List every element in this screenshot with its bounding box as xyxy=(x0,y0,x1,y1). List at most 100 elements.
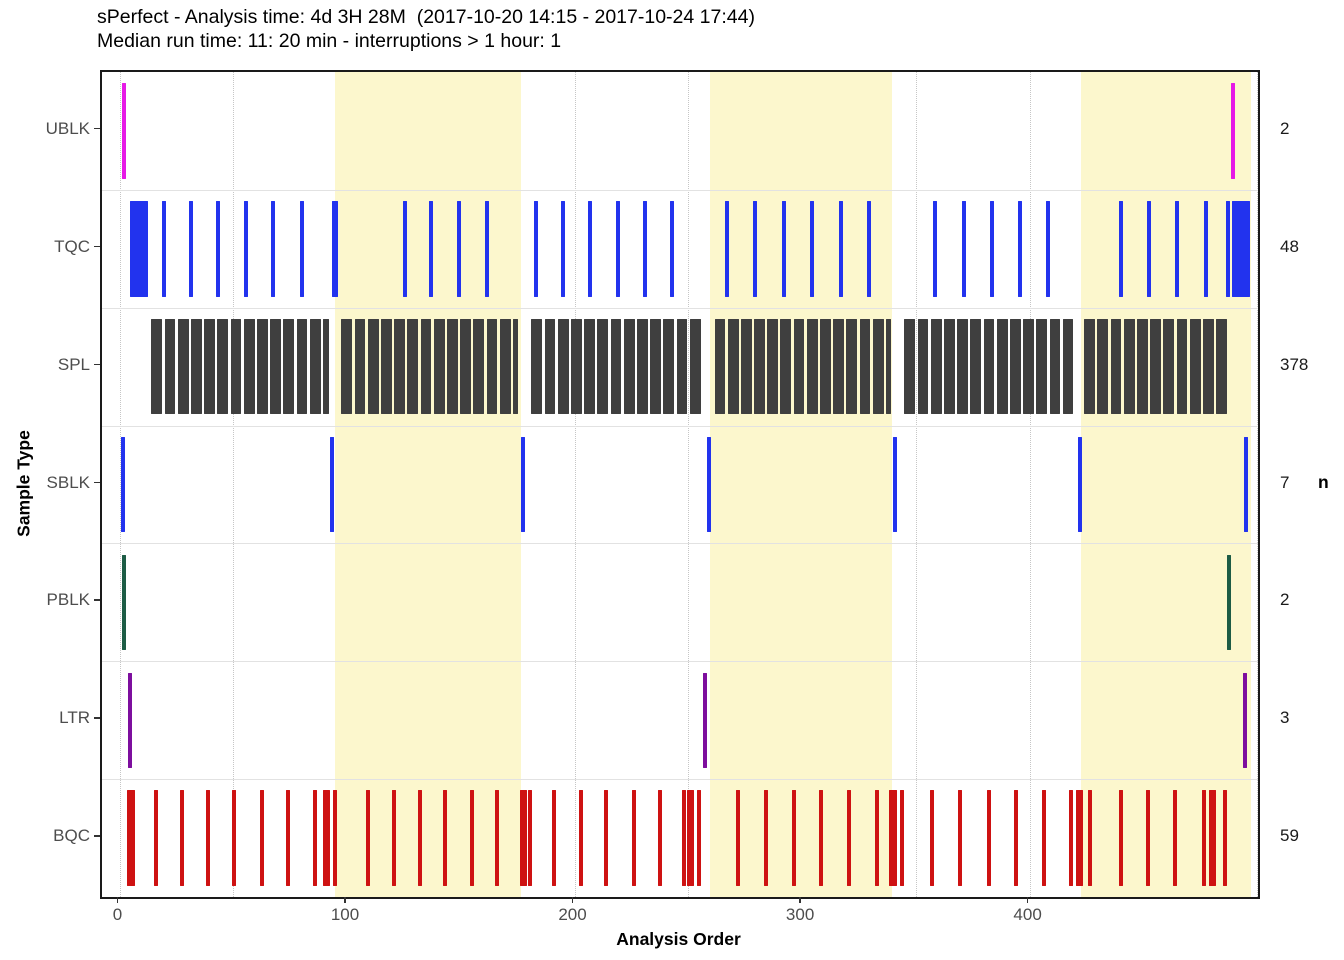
x-tick-label: 100 xyxy=(330,905,360,924)
sample-mark-spl xyxy=(164,318,176,415)
sample-mark-bqc xyxy=(1042,790,1047,886)
sample-mark-spl xyxy=(904,318,916,415)
sample-mark-tqc xyxy=(990,201,995,297)
y-tick-label-tqc: TQC xyxy=(54,236,90,256)
right-axis-title: n xyxy=(1318,472,1329,492)
sample-mark-tqc xyxy=(299,201,304,297)
sample-mark-tqc xyxy=(561,201,566,297)
sample-mark-spl xyxy=(1084,318,1096,415)
sample-mark-spl xyxy=(886,318,891,415)
sample-mark-spl xyxy=(727,318,739,415)
x-gridline xyxy=(1257,72,1259,897)
batch-band xyxy=(1081,72,1252,897)
x-tick-mark xyxy=(799,897,801,903)
sample-mark-tqc xyxy=(456,201,461,297)
row-separator xyxy=(102,189,1258,191)
sample-mark-spl xyxy=(270,318,281,415)
sample-mark-spl xyxy=(597,318,609,415)
n-value-tqc: 48 xyxy=(1280,236,1299,256)
sample-mark-tqc xyxy=(933,201,938,297)
sample-mark-spl xyxy=(650,318,661,415)
sample-mark-tqc xyxy=(331,201,339,297)
sample-mark-spl xyxy=(557,318,569,415)
sample-mark-spl xyxy=(1150,318,1162,415)
sample-mark-spl xyxy=(394,318,405,415)
sample-mark-spl xyxy=(584,318,595,415)
sample-mark-bqc xyxy=(889,790,897,886)
sample-mark-tqc xyxy=(243,201,248,297)
sample-mark-bqc xyxy=(631,790,636,886)
sample-mark-bqc xyxy=(1209,790,1217,886)
sample-mark-spl xyxy=(433,318,445,415)
sample-mark-spl xyxy=(354,318,366,415)
sample-mark-spl xyxy=(793,318,805,415)
sample-mark-tqc xyxy=(533,201,538,297)
sample-mark-spl xyxy=(872,318,884,415)
sample-mark-spl xyxy=(1062,318,1073,415)
sample-mark-tqc xyxy=(588,201,593,297)
sample-mark-bqc xyxy=(875,790,880,886)
sample-mark-bqc xyxy=(736,790,741,886)
sample-mark-spl xyxy=(1110,318,1122,415)
row-separator xyxy=(102,307,1258,309)
x-tick-label: 400 xyxy=(1013,905,1042,924)
sample-mark-bqc xyxy=(657,790,662,886)
x-tick-label: 0 xyxy=(112,905,123,924)
row-separator xyxy=(102,661,1258,663)
y-tick-label-ublk: UBLK xyxy=(45,118,90,138)
sample-mark-spl xyxy=(663,318,675,415)
sample-mark-spl xyxy=(970,318,982,415)
sample-mark-spl xyxy=(917,318,929,415)
y-tick-mark xyxy=(94,717,100,719)
sample-mark-sblk xyxy=(1243,436,1248,533)
sample-mark-spl xyxy=(531,318,543,415)
sample-mark-tqc xyxy=(129,201,148,297)
sample-mark-tqc xyxy=(1175,201,1180,297)
sample-mark-sblk xyxy=(330,436,335,533)
sample-mark-spl xyxy=(380,318,392,415)
sample-mark-spl xyxy=(230,318,242,415)
x-axis-title: Analysis Order xyxy=(616,929,741,949)
sample-mark-bqc xyxy=(1068,790,1073,886)
x-gridline xyxy=(688,72,690,897)
sample-mark-bqc xyxy=(180,790,185,886)
x-gridline xyxy=(119,72,121,897)
y-tick-label-bqc: BQC xyxy=(53,826,90,846)
sample-mark-spl xyxy=(983,318,995,415)
sample-mark-bqc xyxy=(696,790,701,886)
sample-mark-bqc xyxy=(1201,790,1206,886)
sample-mark-spl xyxy=(544,318,556,415)
sample-mark-bqc xyxy=(686,790,695,886)
sample-mark-spl xyxy=(177,318,189,415)
sample-mark-spl xyxy=(996,318,1008,415)
sample-mark-spl xyxy=(1189,318,1201,415)
sample-mark-bqc xyxy=(285,790,290,886)
sample-mark-bqc xyxy=(365,790,370,886)
sample-mark-ublk xyxy=(122,83,127,179)
sample-mark-bqc xyxy=(528,790,533,886)
n-value-spl: 378 xyxy=(1280,354,1309,374)
sample-mark-spl xyxy=(486,318,498,415)
sample-mark-tqc xyxy=(484,201,489,297)
sample-mark-tqc xyxy=(753,201,758,297)
sample-mark-bqc xyxy=(127,790,135,886)
row-separator xyxy=(102,779,1258,781)
sample-mark-spl xyxy=(859,318,871,415)
sample-mark-spl xyxy=(1036,318,1048,415)
sample-mark-spl xyxy=(512,318,518,415)
sample-mark-spl xyxy=(944,318,955,415)
sample-mark-tqc xyxy=(643,201,648,297)
sample-mark-sblk xyxy=(1077,436,1082,533)
sample-mark-spl xyxy=(1097,318,1109,415)
sample-mark-tqc xyxy=(781,201,786,297)
sample-mark-pblk xyxy=(1226,554,1231,651)
sample-mark-spl xyxy=(570,318,582,415)
sample-mark-spl xyxy=(446,318,458,415)
sample-mark-spl xyxy=(1216,318,1227,415)
sample-mark-tqc xyxy=(810,201,815,297)
n-value-ltr: 3 xyxy=(1280,708,1290,728)
sample-mark-spl xyxy=(243,318,255,415)
sample-mark-spl xyxy=(296,318,308,415)
sample-mark-bqc xyxy=(1087,790,1092,886)
sample-mark-ublk xyxy=(1230,83,1235,179)
